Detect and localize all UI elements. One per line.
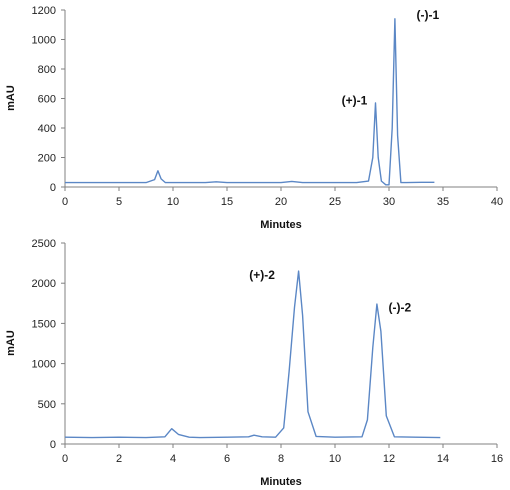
x-axis-title: Minutes [260, 219, 302, 231]
y-tick-label: 2000 [32, 278, 56, 290]
peak-label: (+)-1 [342, 93, 368, 107]
peak-label: (+)-2 [249, 268, 275, 282]
chromatogram-trace [65, 18, 435, 186]
peak-label: (-)-2 [388, 300, 411, 314]
x-axis-title: Minutes [260, 476, 302, 488]
y-tick-label: 400 [38, 123, 56, 135]
y-axis-title: mAU [5, 330, 17, 356]
y-tick-label: 800 [38, 64, 56, 76]
x-tick-label: 25 [329, 196, 341, 208]
y-tick-label: 500 [38, 399, 56, 411]
x-tick-label: 16 [491, 453, 503, 465]
y-tick-label: 1500 [32, 318, 56, 330]
peak-label: (-)-1 [417, 8, 440, 22]
y-tick-label: 1000 [32, 359, 56, 371]
y-tick-label: 200 [38, 153, 56, 165]
y-tick-label: 0 [50, 439, 56, 451]
chromatogram-trace [64, 270, 441, 439]
chromatogram-1: 0 200 400 600 800 1000 1200 0 5 10 15 20 25 30 35 40 Min… [5, 5, 503, 231]
x-tick-label: 40 [491, 196, 503, 208]
chromatogram-2: 0 500 1000 1500 2000 2500 0 2 4 6 8 10 12 14 16 Minutes… [5, 238, 503, 488]
x-tick-label: 30 [383, 196, 395, 208]
x-tick-label: 10 [167, 196, 179, 208]
x-tick-label: 2 [116, 453, 122, 465]
y-tick-label: 0 [50, 182, 56, 194]
x-tick-label: 0 [62, 196, 68, 208]
x-tick-label: 4 [170, 453, 176, 465]
x-tick-label: 14 [437, 453, 449, 465]
x-tick-label: 12 [383, 453, 395, 465]
x-tick-label: 35 [437, 196, 449, 208]
y-tick-label: 600 [38, 94, 56, 106]
y-tick-label: 1200 [32, 5, 56, 17]
y-tick-label: 2500 [32, 238, 56, 250]
x-tick-label: 5 [116, 196, 122, 208]
x-tick-label: 10 [329, 453, 341, 465]
x-tick-label: 8 [278, 453, 284, 465]
y-tick-label: 1000 [32, 35, 56, 47]
x-tick-label: 6 [224, 453, 230, 465]
x-tick-label: 20 [275, 196, 287, 208]
x-tick-label: 0 [62, 453, 68, 465]
x-tick-label: 15 [221, 196, 233, 208]
y-axis-title: mAU [5, 85, 17, 111]
